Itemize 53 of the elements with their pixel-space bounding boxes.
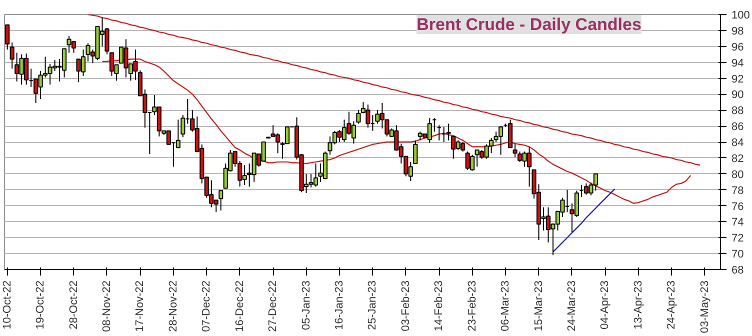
y-tick-label: 80 (732, 168, 744, 181)
y-tick-label: 68 (732, 264, 744, 276)
x-tick-label: 27-Dec-22 (267, 280, 280, 332)
candlestick (446, 123, 451, 141)
y-tick-label: 98 (732, 25, 744, 38)
chart-title: Brent Crude - Daily Candles (416, 15, 642, 34)
candlestick (71, 41, 76, 54)
candlestick (180, 114, 186, 138)
line-series (87, 14, 701, 166)
x-tick-label: 03-May-23 (698, 280, 711, 334)
x-tick-label: 17-Nov-22 (134, 280, 146, 332)
candlestick (218, 190, 224, 212)
x-tick-label: 04-Apr-23 (599, 280, 612, 330)
candlestick (356, 110, 361, 124)
x-tick-label: 16-Dec-22 (234, 280, 246, 332)
candlestick (512, 143, 518, 158)
x-tick-label: 23-Feb-23 (466, 280, 478, 332)
line-series (552, 188, 616, 253)
candlestick (176, 119, 180, 148)
x-tick-label: 28-Nov-22 (167, 280, 180, 332)
x-tick-label: 16-Jan-23 (333, 280, 346, 330)
y-tick-label: 78 (732, 184, 744, 197)
x-tick-label: 19-Oct-22 (34, 280, 47, 330)
x-tick-label: 13-Apr-23 (632, 280, 644, 330)
x-tick-label: 15-Mar-23 (532, 280, 545, 332)
x-tick-label: 08-Nov-22 (100, 280, 113, 332)
x-tick-label: 06-Mar-23 (500, 280, 512, 332)
y-tick-label: 96 (732, 41, 744, 54)
x-tick-label: 28-Oct-22 (68, 280, 80, 330)
y-tick-label: 88 (732, 105, 744, 118)
y-tick-label: 76 (732, 200, 744, 213)
candlestick (508, 119, 513, 148)
y-tick-label: 100 (732, 10, 750, 22)
x-tick-label: 10-Oct-22 (1, 280, 14, 330)
candlestick (5, 24, 10, 50)
y-tick-label: 90 (732, 89, 744, 102)
candlestick (413, 140, 418, 164)
y-tick-label: 86 (732, 121, 744, 134)
y-tick-label: 82 (732, 152, 744, 165)
y-tick-label: 94 (732, 57, 744, 70)
x-tick-label: 24-Mar-23 (566, 280, 578, 332)
y-tick-label: 74 (732, 216, 744, 229)
y-tick-label: 84 (732, 137, 744, 149)
candlestick (10, 42, 14, 70)
y-tick-label: 70 (732, 248, 744, 261)
y-tick-label: 92 (732, 73, 744, 86)
x-tick-label: 14-Feb-23 (433, 280, 446, 332)
y-tick-label: 72 (732, 232, 744, 245)
x-tick-label: 25-Jan-23 (366, 280, 379, 330)
x-tick-label: 03-Feb-23 (400, 280, 412, 332)
x-tick-label: 05-Jan-23 (300, 280, 312, 330)
x-tick-label: 24-Apr-23 (666, 280, 678, 330)
x-tick-label: 07-Dec-22 (200, 280, 213, 332)
